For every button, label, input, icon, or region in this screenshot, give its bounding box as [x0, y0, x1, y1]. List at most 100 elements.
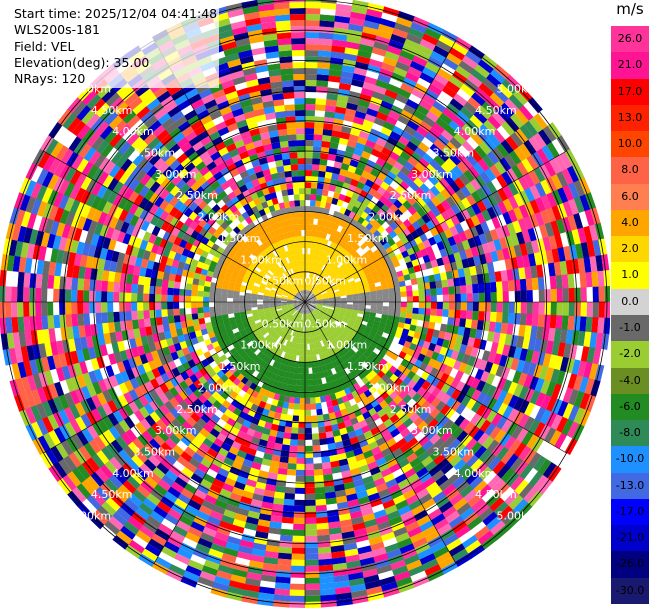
velocity-gate	[334, 230, 341, 238]
velocity-gate	[464, 345, 474, 357]
velocity-gate	[319, 312, 325, 318]
velocity-gate	[489, 92, 505, 108]
velocity-gate	[297, 427, 305, 434]
velocity-gate	[543, 427, 557, 444]
velocity-gate	[467, 425, 480, 439]
velocity-gate	[332, 124, 343, 132]
velocity-gate	[364, 76, 378, 86]
velocity-gate	[322, 467, 333, 476]
velocity-gate	[356, 256, 364, 264]
velocity-gate	[410, 426, 422, 438]
velocity-gate	[382, 302, 389, 307]
velocity-gate	[313, 128, 324, 135]
velocity-gate	[479, 171, 492, 185]
velocity-gate	[527, 227, 537, 242]
velocity-gate	[53, 275, 61, 290]
velocity-gate	[364, 298, 371, 303]
velocity-gate	[313, 289, 319, 294]
velocity-gate	[344, 312, 352, 317]
velocity-gate	[464, 248, 474, 259]
velocity-gate	[450, 350, 460, 361]
velocity-gate	[71, 301, 78, 315]
velocity-gate	[307, 278, 310, 285]
velocity-gate	[89, 312, 97, 325]
velocity-gate	[568, 302, 575, 317]
velocity-gate	[318, 38, 334, 46]
velocity-gate	[441, 279, 449, 288]
velocity-gate	[305, 38, 320, 45]
velocity-gate	[323, 265, 328, 272]
velocity-gate	[358, 156, 369, 166]
velocity-gate	[47, 314, 55, 329]
velocity-gate	[449, 225, 459, 237]
velocity-gate	[400, 427, 411, 439]
velocity-gate	[470, 214, 481, 227]
velocity-gate	[65, 313, 73, 328]
velocity-gate	[95, 279, 103, 292]
velocity-gate	[5, 316, 13, 334]
velocity-gate	[65, 289, 72, 302]
velocity-gate	[305, 284, 307, 291]
velocity-gate	[293, 511, 305, 518]
velocity-gate	[489, 520, 506, 536]
velocity-gate	[317, 276, 322, 282]
velocity-gate	[394, 302, 401, 308]
velocity-gate	[448, 294, 455, 303]
velocity-gate	[312, 287, 317, 293]
velocity-gate	[496, 464, 511, 479]
velocity-gate	[463, 489, 478, 503]
velocity-gate	[387, 283, 394, 289]
velocity-gate	[354, 110, 367, 120]
velocity-gate	[412, 211, 422, 222]
velocity-gate	[540, 179, 552, 196]
velocity-gate	[533, 474, 548, 492]
velocity-gate	[143, 284, 150, 294]
velocity-gate	[333, 311, 340, 315]
velocity-gate	[466, 206, 477, 218]
velocity-gate	[478, 253, 487, 265]
velocity-gate	[321, 456, 331, 464]
velocity-gate	[341, 340, 348, 347]
velocity-gate	[305, 200, 311, 207]
velocity-gate	[403, 323, 411, 331]
velocity-gate	[428, 252, 437, 262]
velocity-gate	[460, 293, 467, 303]
velocity-gate	[306, 260, 310, 267]
velocity-gate	[334, 296, 341, 299]
velocity-gate	[523, 374, 534, 389]
velocity-gate	[315, 249, 320, 256]
velocity-gate	[461, 123, 475, 137]
velocity-gate	[349, 17, 366, 27]
velocity-gate	[308, 284, 312, 291]
velocity-gate	[334, 268, 341, 274]
velocity-gate	[530, 265, 538, 279]
velocity-gate	[403, 432, 415, 443]
velocity-gate	[131, 292, 138, 302]
velocity-gate	[422, 340, 431, 350]
velocity-gate	[438, 363, 448, 374]
velocity-gate	[245, 301, 252, 306]
velocity-gate	[309, 385, 315, 392]
velocity-gate	[191, 289, 198, 297]
velocity-gate	[432, 122, 446, 135]
velocity-gate	[405, 261, 414, 269]
velocity-gate	[416, 207, 427, 218]
velocity-gate	[316, 414, 324, 422]
velocity-gate	[448, 309, 455, 318]
velocity-gate	[358, 292, 365, 297]
velocity-gate	[350, 269, 357, 276]
velocity-gate	[360, 354, 368, 362]
velocity-gate	[77, 313, 85, 326]
velocity-gate	[357, 286, 364, 291]
velocity-gate	[425, 220, 436, 231]
velocity-gate	[369, 369, 378, 378]
velocity-gate	[305, 122, 315, 129]
velocity-gate	[542, 125, 557, 143]
velocity-gate	[351, 346, 359, 353]
velocity-gate	[374, 177, 384, 187]
velocity-gate	[536, 264, 544, 278]
velocity-gate	[316, 297, 323, 300]
velocity-gate	[343, 338, 350, 345]
velocity-gate	[416, 277, 424, 285]
velocity-gate	[424, 334, 433, 343]
